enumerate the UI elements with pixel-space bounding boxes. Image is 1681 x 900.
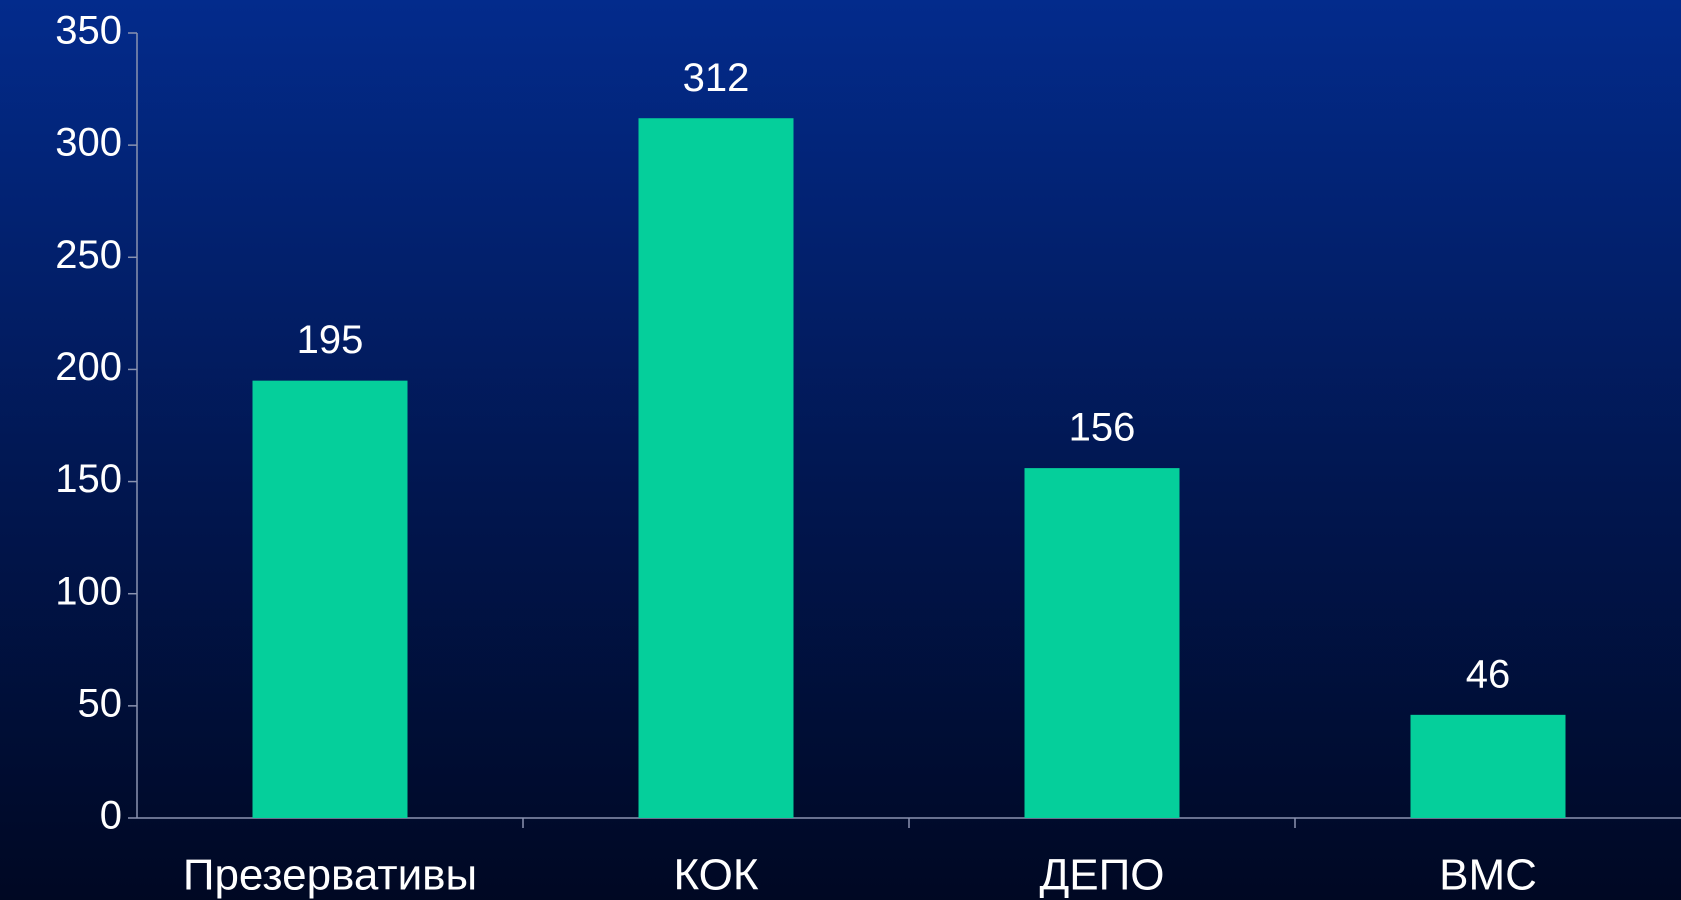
value-label: 195 xyxy=(297,318,364,362)
x-tick-label: КОК xyxy=(674,851,759,900)
value-label: 312 xyxy=(683,56,750,100)
y-tick-label: 0 xyxy=(100,794,122,838)
y-tick-label: 150 xyxy=(55,457,122,501)
x-tick-label: Презервативы xyxy=(183,851,477,900)
y-tick-label: 50 xyxy=(78,681,123,725)
bar xyxy=(1024,468,1180,818)
y-tick-label: 350 xyxy=(55,9,122,53)
y-tick-label: 100 xyxy=(55,569,122,613)
value-label: 46 xyxy=(1466,652,1511,696)
y-tick-label: 200 xyxy=(55,345,122,389)
bar xyxy=(638,118,794,818)
x-tick-label: ВМС xyxy=(1439,851,1537,900)
y-tick-label: 250 xyxy=(55,233,122,277)
bar xyxy=(1410,714,1566,818)
value-label: 156 xyxy=(1069,406,1136,450)
y-tick-label: 300 xyxy=(55,121,122,165)
bar xyxy=(252,380,408,818)
x-tick-label: ДЕПО xyxy=(1040,851,1165,900)
